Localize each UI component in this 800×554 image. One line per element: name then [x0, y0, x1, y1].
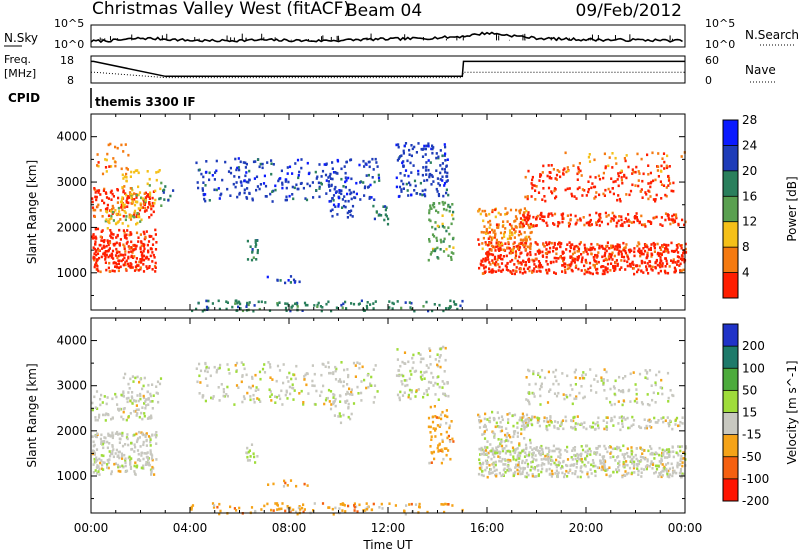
velocity-colorbar-swatch — [723, 456, 738, 479]
time-tick-label: 04:00 — [173, 521, 208, 535]
power-ytick-label: 4000 — [56, 130, 87, 144]
nave-label: Nave — [745, 63, 776, 77]
time-axis-label: Time UT — [362, 538, 413, 552]
velocity-colorbar-swatch — [723, 346, 738, 369]
velocity-ylabel: Slant Range [km] — [25, 363, 39, 467]
velocity-colorbar-title: Velocity [m s^-1] — [785, 360, 799, 464]
date-title: 09/Feb/2012 — [576, 1, 682, 21]
noise-frame — [90, 24, 686, 48]
power-ytick-label: 2000 — [56, 220, 87, 234]
nave-tick-top: 60 — [705, 54, 719, 67]
freq-tick-bottom: 8 — [67, 74, 74, 87]
noise-sky-line — [90, 31, 683, 44]
nave-tick-bottom: 0 — [705, 74, 712, 87]
velocity-colorbar-swatch — [723, 390, 738, 413]
velocity-colorbar-label: -100 — [742, 472, 769, 486]
freq-frame — [90, 55, 686, 84]
freq-tick-top: 18 — [60, 54, 74, 67]
power-panel: 1000 2000 3000 4000 Slant Range [km] 4 8 12 16 20… — [25, 113, 799, 313]
velocity-colorbar-swatch — [723, 412, 738, 435]
power-colorbar-swatch — [723, 221, 738, 248]
noise-panel: N.Sky 10^5 10^0 10^5 10^0 N.Search — [4, 17, 799, 51]
freq-left-label: Freq. — [4, 53, 31, 66]
velocity-ytick-label: 1000 — [56, 469, 87, 483]
velocity-colorbar-label: 100 — [742, 361, 765, 375]
velocity-colorbar-label: 50 — [742, 383, 757, 397]
beam-title: Beam 04 — [346, 1, 422, 21]
time-tick-label: 12:00 — [371, 521, 406, 535]
power-colorbar-swatch — [723, 170, 738, 197]
velocity-colorbar-swatch — [723, 324, 738, 347]
velocity-colorbar-swatch — [723, 368, 738, 391]
power-colorbar-label: 12 — [742, 215, 757, 229]
cpid-value: themis 3300 IF — [95, 95, 196, 109]
power-ylabel: Slant Range [km] — [25, 160, 39, 264]
noise-right-tick-bottom: 10^0 — [705, 38, 735, 51]
velocity-panel: 1000 2000 3000 4000 Slant Range [km] 200 100 50… — [25, 317, 799, 516]
power-colorbar-swatch — [723, 145, 738, 171]
frequency-panel: Freq.[MHz] 18 8 60 0 Nave — [4, 53, 776, 87]
power-colorbar-label: 8 — [742, 240, 750, 254]
power-colorbar-label: 24 — [742, 138, 757, 152]
time-tick-label: 08:00 — [272, 521, 307, 535]
noise-left-tick-top: 10^5 — [54, 17, 84, 30]
cpid-panel: CPID themis 3300 IF — [8, 88, 196, 109]
time-tick-label: 20:00 — [569, 521, 604, 535]
time-tick-label: 00:00 — [74, 521, 109, 535]
velocity-scatter-cells — [91, 345, 688, 516]
velocity-colorbar-swatch — [723, 478, 738, 501]
velocity-colorbar-label: -15 — [742, 428, 762, 442]
freq-line — [91, 60, 685, 78]
power-background — [91, 114, 685, 310]
power-colorbar-label: 20 — [742, 164, 757, 178]
time-tick-label: 00:00 — [668, 521, 703, 535]
time-tick-label: 16:00 — [470, 521, 505, 535]
noise-right-label: N.Search — [745, 28, 799, 42]
power-colorbar-label: 4 — [742, 266, 750, 280]
velocity-colorbar-label: 200 — [742, 339, 765, 353]
velocity-colorbar-label: -200 — [742, 494, 769, 508]
velocity-ytick-label: 2000 — [56, 424, 87, 438]
cpid-label: CPID — [8, 91, 40, 105]
power-colorbar-label: 16 — [742, 189, 757, 203]
power-colorbar-swatch — [723, 120, 738, 146]
noise-left-tick-bottom: 10^0 — [54, 38, 84, 51]
velocity-colorbar-label: 15 — [742, 406, 757, 420]
power-ytick-label: 3000 — [56, 175, 87, 189]
nave-line — [91, 71, 685, 79]
velocity-colorbar-label: -50 — [742, 450, 762, 464]
power-colorbar-swatch — [723, 196, 738, 222]
velocity-colorbar-swatch — [723, 434, 738, 457]
power-colorbar-swatch — [723, 247, 738, 273]
noise-left-label: N.Sky — [4, 31, 38, 45]
power-colorbar-title: Power [dB] — [785, 176, 799, 241]
noise-right-tick-top: 10^5 — [705, 17, 735, 30]
power-colorbar-swatch — [723, 272, 738, 298]
station-title: Christmas Valley West (fitACF) — [92, 0, 350, 19]
velocity-ytick-label: 4000 — [56, 334, 87, 348]
power-scatter-cells — [91, 142, 688, 313]
freq-left-unit: [MHz] — [4, 67, 36, 80]
time-axis: 00:00 04:00 08:00 12:00 16:00 20:00 00:00 Time … — [74, 521, 703, 552]
power-colorbar-label: 28 — [742, 113, 757, 127]
velocity-background — [91, 318, 685, 513]
velocity-ytick-label: 3000 — [56, 379, 87, 393]
power-ytick-label: 1000 — [56, 266, 87, 280]
